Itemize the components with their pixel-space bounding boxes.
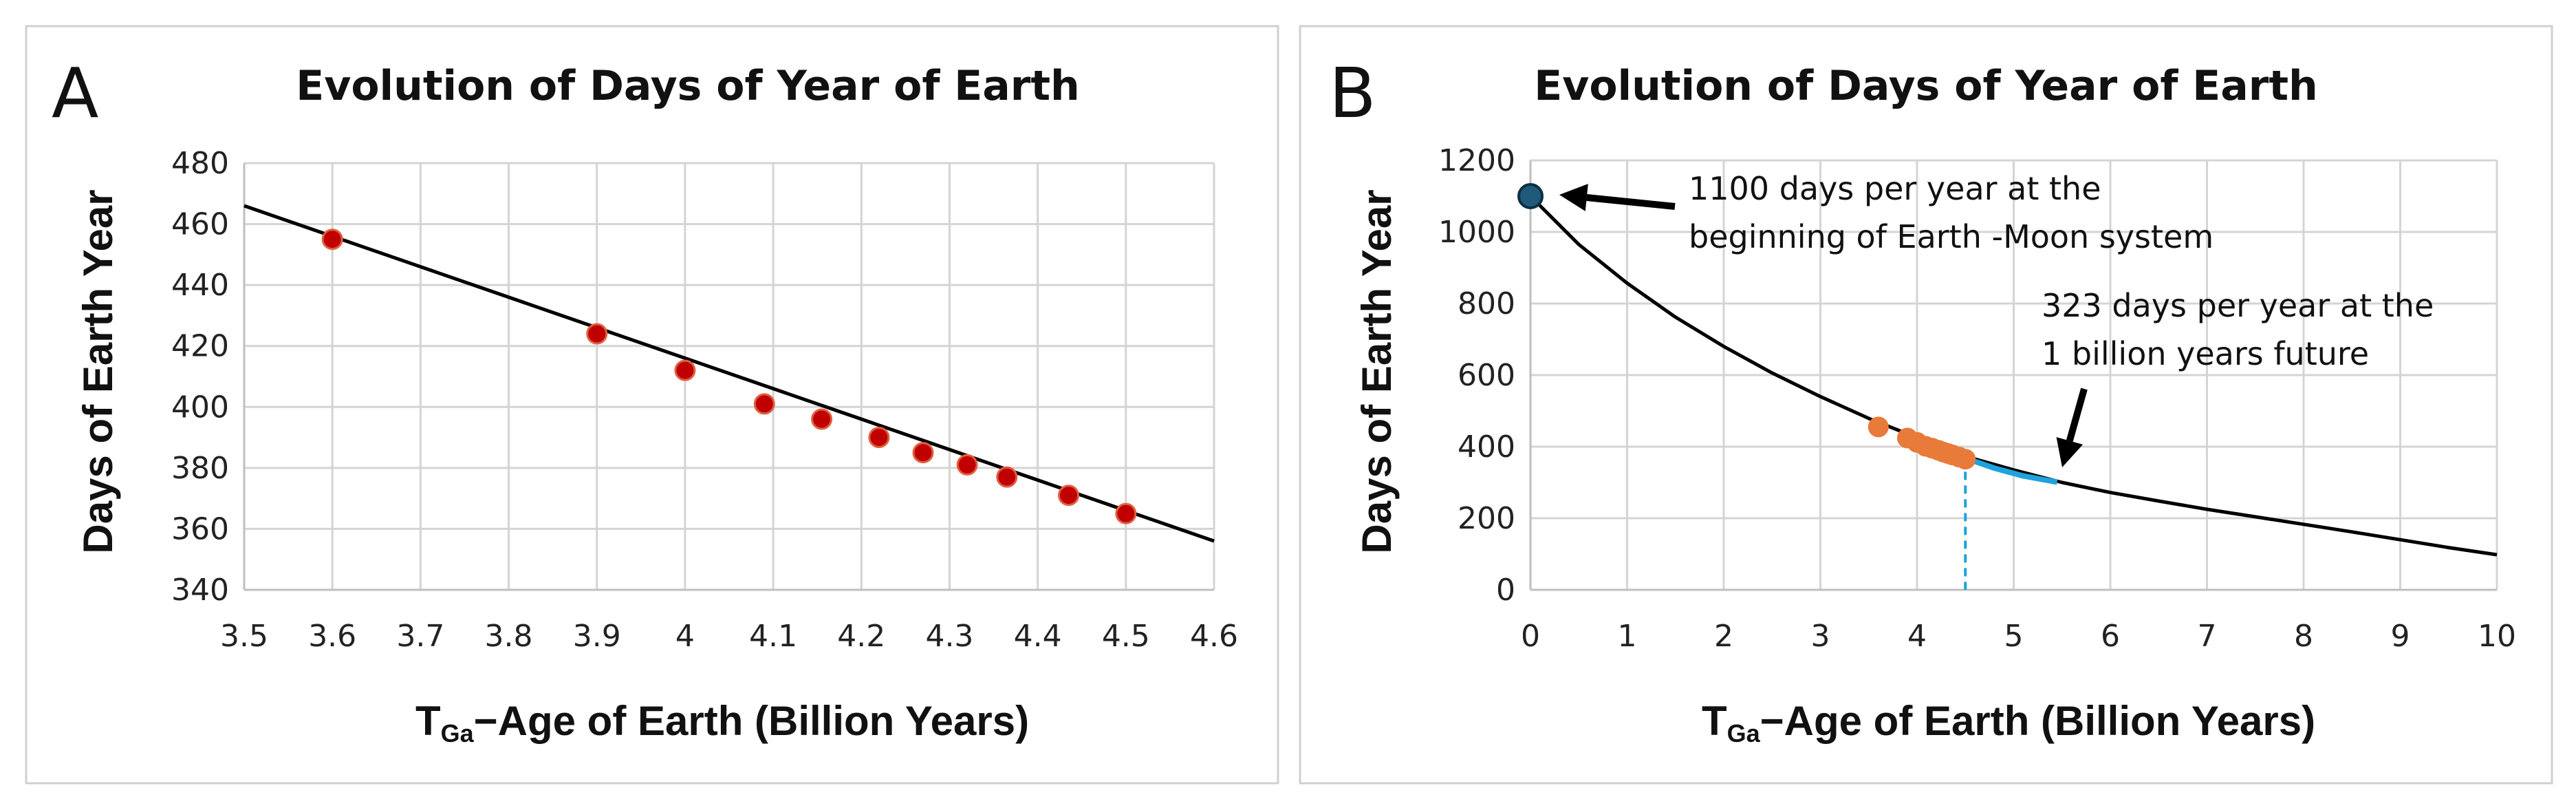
y-tick-label: 1000 [1438,215,1515,250]
panel-a-x-axis-symbol: T [415,698,441,744]
data-point [996,466,1018,488]
panel-a-letter: A [52,53,98,134]
x-tick-label: 2 [1714,619,1733,654]
panel-a-trend-line [243,204,1215,543]
annotation-start-line2: beginning of Earth -Moon system [1689,218,2214,255]
data-point [586,323,608,345]
data-point [321,228,343,251]
panel-a-x-axis-text: −Age of Earth (Billion Years) [474,698,1029,744]
arrow-to-future-point-head [2056,437,2083,468]
arrow-to-future-point [2066,387,2088,442]
data-point [912,442,934,464]
x-tick-label: 3.5 [220,619,268,654]
x-tick-label: 3.6 [308,619,356,654]
x-tick-label: 3.7 [396,619,444,654]
panel-b-x-axis-subscript: Ga [1727,719,1761,747]
panel-b-letter: B [1329,53,1376,134]
x-tick-label: 4 [1907,619,1927,654]
x-tick-label: 4.5 [1102,619,1150,654]
y-tick-label: 480 [171,146,229,181]
panel-b-gridlines [1529,159,2498,591]
panel-a-y-axis-label: Days of Earth Year [75,189,121,553]
panel-b-x-axis-label: TGa−Age of Earth (Billion Years) [1702,698,2315,747]
data-point [956,454,978,476]
panel-b-title: Evolution of Days of Year of Earth [1534,62,2318,110]
panel-a-x-axis-label: TGa−Age of Earth (Billion Years) [415,698,1029,747]
x-tick-label: 3 [1811,619,1830,654]
x-tick-label: 4.2 [837,619,885,654]
x-tick-label: 8 [2294,619,2313,654]
panel-a-frame [25,25,1279,785]
x-tick-label: 0 [1521,619,1540,654]
y-tick-label: 440 [171,268,229,303]
data-point [1868,416,1889,438]
x-tick-label: 4.6 [1190,619,1238,654]
x-tick-label: 7 [2198,619,2217,654]
data-point [811,408,833,430]
panel-a-x-ticks: 3.5 3.6 3.7 3.8 3.9 4 4.1 4.2 4.3 4.4 4.5 4.6 [220,619,1238,654]
panel-b-x-ticks: 0 1 2 3 4 5 6 7 8 9 10 [1521,619,2516,654]
x-tick-label: 4.1 [749,619,797,654]
y-tick-label: 400 [171,390,229,425]
x-tick-label: 3.9 [573,619,621,654]
x-tick-label: 4.4 [1014,619,1062,654]
panel-b-x-axis-text: −Age of Earth (Billion Years) [1760,698,2315,744]
x-tick-label: 10 [2478,619,2516,654]
start-point [1517,183,1544,209]
data-point [1058,485,1079,507]
panel-b-curve [1529,195,2498,590]
panel-b-chart: B Evolution of Days of Year of Earth 020… [1329,53,2516,747]
arrow-to-start-point [1586,194,1676,210]
trend-line [243,204,1215,543]
data-point [1115,502,1137,524]
data-point [1955,449,1976,470]
annotation-future-line1: 323 days per year at the [2042,287,2434,324]
future-segment [1964,455,2058,485]
panel-b-y-ticks: 0 200 400 600 800 1000 1200 [1438,143,1515,608]
panel-a-title: Evolution of Days of Year of Earth [296,62,1080,110]
panel-a-x-axis-subscript: Ga [441,719,475,747]
panel-a-gridlines [243,162,1215,591]
panel-b-annotations: 1100 days per year at the beginning of E… [1559,170,2434,468]
panel-b-x-axis-symbol: T [1702,698,1727,744]
panel-a-y-ticks: 340 360 380 400 420 440 460 480 [171,146,229,608]
x-tick-label: 9 [2391,619,2410,654]
y-tick-label: 800 [1458,286,1515,321]
arrow-to-start-point-head [1559,184,1588,211]
x-tick-label: 3.8 [485,619,533,654]
y-tick-label: 340 [171,573,229,608]
data-point [674,359,696,381]
y-tick-label: 460 [171,207,229,242]
x-tick-label: 6 [2101,619,2120,654]
model-curve [1529,195,2498,557]
y-tick-label: 600 [1458,358,1515,393]
annotation-future-line2: 1 billion years future [2042,335,2369,372]
panel-b-y-axis-label: Days of Earth Year [1354,189,1400,553]
panel-b-points [1517,183,1976,470]
x-tick-label: 4.3 [925,619,973,654]
y-tick-label: 400 [1458,429,1515,465]
x-tick-label: 1 [1618,619,1637,654]
data-point [868,427,890,449]
data-point [753,393,775,415]
panel-b-frame [1299,25,2553,785]
y-tick-label: 380 [171,451,229,486]
y-tick-label: 200 [1458,501,1515,536]
x-tick-label: 4 [675,619,695,654]
y-tick-label: 1200 [1438,143,1515,178]
y-tick-label: 0 [1496,573,1515,608]
panel-a-points [321,228,1137,524]
y-tick-label: 360 [171,511,229,546]
panel-a-chart: A Evolution of Days of Year of Earth 340… [52,53,1238,747]
y-tick-label: 420 [171,329,229,364]
x-tick-label: 5 [2004,619,2024,654]
annotation-start-line1: 1100 days per year at the [1689,170,2101,207]
